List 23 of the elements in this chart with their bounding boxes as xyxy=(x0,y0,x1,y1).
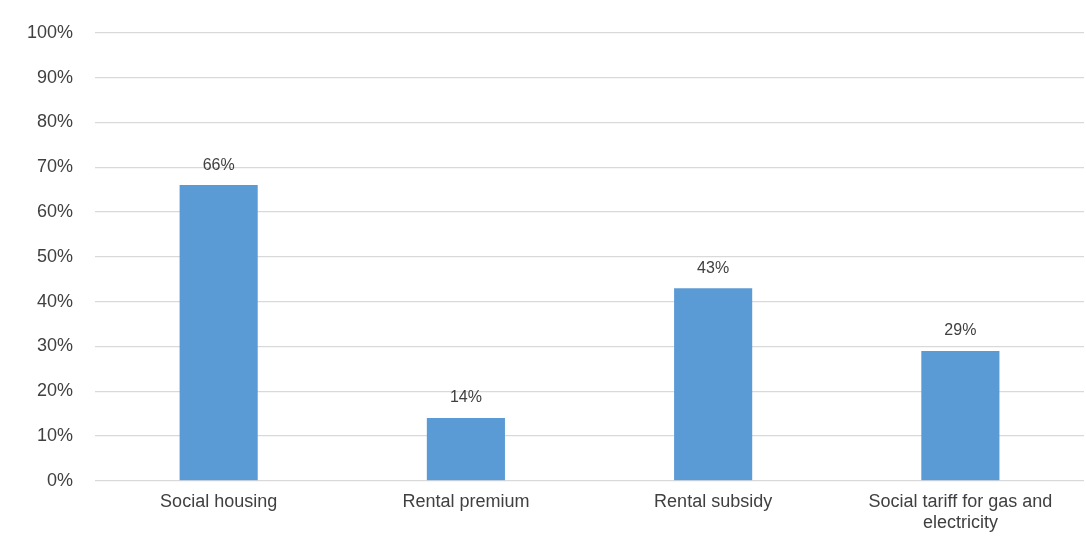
y-tick-label: 100% xyxy=(26,21,74,42)
y-tick-label: 40% xyxy=(37,290,74,311)
x-tick-label: Social housing xyxy=(160,490,278,511)
data-label: 43% xyxy=(697,258,730,276)
y-tick-label: 50% xyxy=(37,245,74,266)
y-tick-label: 20% xyxy=(37,380,74,401)
bar xyxy=(179,185,258,481)
y-tick-label: 60% xyxy=(37,200,74,221)
x-tick-label: Social tariff for gas and electricity xyxy=(868,490,1053,533)
data-label: 66% xyxy=(202,155,235,173)
data-label: 14% xyxy=(449,388,482,406)
y-tick-label: 90% xyxy=(37,66,74,87)
data-label: 29% xyxy=(944,321,977,339)
x-tick-label: Rental premium xyxy=(402,490,530,511)
bar xyxy=(674,288,753,481)
x-tick-label: Rental subsidy xyxy=(654,490,773,511)
y-tick-label: 10% xyxy=(37,424,74,445)
y-tick-label: 70% xyxy=(37,156,74,177)
y-tick-label: 80% xyxy=(37,111,74,132)
y-tick-label: 30% xyxy=(37,335,74,356)
y-tick-label: 0% xyxy=(47,469,74,490)
bar xyxy=(426,418,505,481)
bar xyxy=(921,350,1000,481)
